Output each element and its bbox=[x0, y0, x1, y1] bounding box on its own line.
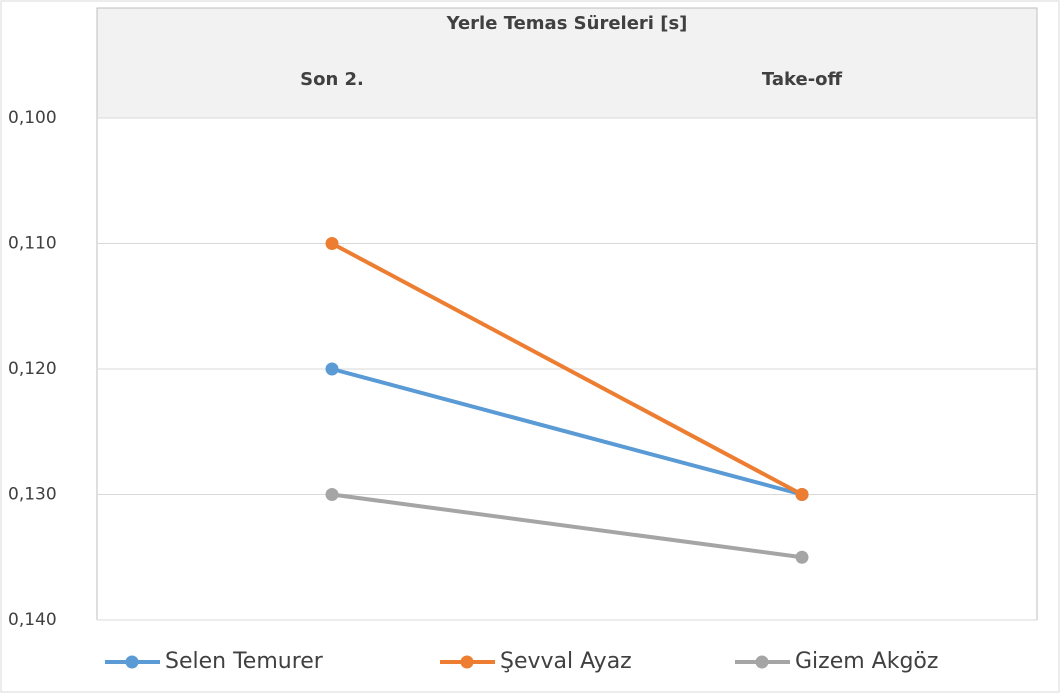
data-point bbox=[325, 488, 339, 501]
category-label: Take-off bbox=[762, 69, 843, 90]
legend-marker bbox=[460, 655, 474, 669]
series-line bbox=[331, 492, 803, 560]
series-line bbox=[331, 367, 803, 497]
legend-marker bbox=[125, 655, 139, 669]
y-tick-label: 0,140 bbox=[8, 610, 57, 630]
y-tick-label: 0,100 bbox=[8, 108, 57, 128]
category-label: Son 2. bbox=[300, 69, 364, 90]
legend-label: Şevval Ayaz bbox=[500, 649, 632, 674]
data-point bbox=[795, 488, 809, 501]
data-point bbox=[325, 362, 339, 376]
legend-marker bbox=[755, 655, 769, 669]
data-point bbox=[795, 550, 809, 564]
y-tick-label: 0,130 bbox=[8, 485, 57, 505]
y-tick-label: 0,110 bbox=[8, 234, 57, 254]
chart-title: Yerle Temas Süreleri [s] bbox=[446, 13, 688, 34]
header-band bbox=[96, 7, 1038, 119]
legend-label: Gizem Akgöz bbox=[795, 649, 938, 674]
series-line bbox=[331, 241, 803, 497]
legend-box bbox=[20, 640, 1040, 688]
legend-label: Selen Temurer bbox=[165, 649, 324, 674]
data-point bbox=[325, 237, 339, 250]
y-tick-label: 0,120 bbox=[8, 359, 57, 379]
